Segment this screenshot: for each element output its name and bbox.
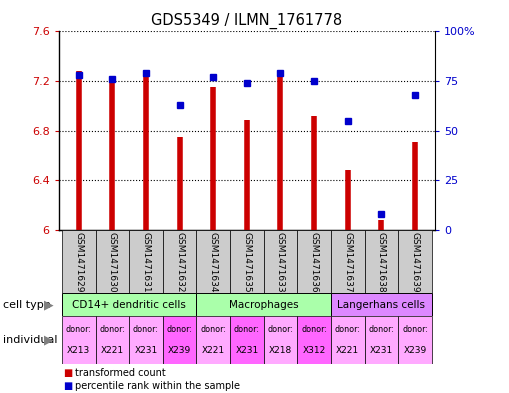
Text: GSM1471638: GSM1471638 bbox=[377, 232, 386, 292]
Bar bbox=[129, 316, 163, 364]
Bar bbox=[230, 230, 264, 293]
Bar bbox=[62, 316, 96, 364]
Bar bbox=[297, 230, 331, 293]
Text: X231: X231 bbox=[134, 346, 158, 355]
Text: X231: X231 bbox=[235, 346, 259, 355]
Text: ▶: ▶ bbox=[44, 298, 53, 311]
Text: donor:: donor: bbox=[99, 325, 125, 334]
Text: GSM1471633: GSM1471633 bbox=[276, 232, 285, 292]
Text: GSM1471636: GSM1471636 bbox=[309, 232, 319, 292]
Text: donor:: donor: bbox=[335, 325, 361, 334]
Text: CD14+ dendritic cells: CD14+ dendritic cells bbox=[72, 299, 186, 310]
Text: GSM1471639: GSM1471639 bbox=[411, 232, 419, 292]
Bar bbox=[96, 316, 129, 364]
Text: GSM1471635: GSM1471635 bbox=[242, 232, 251, 292]
Text: cell type: cell type bbox=[3, 299, 50, 310]
Text: donor:: donor: bbox=[301, 325, 327, 334]
Bar bbox=[196, 293, 331, 316]
Text: ▶: ▶ bbox=[44, 333, 53, 347]
Text: ■: ■ bbox=[64, 381, 73, 391]
Text: transformed count: transformed count bbox=[75, 368, 165, 378]
Text: Macrophages: Macrophages bbox=[229, 299, 298, 310]
Bar bbox=[264, 316, 297, 364]
Bar bbox=[331, 316, 364, 364]
Text: GSM1471629: GSM1471629 bbox=[74, 232, 83, 292]
Text: donor:: donor: bbox=[234, 325, 260, 334]
Bar bbox=[364, 316, 398, 364]
Bar bbox=[163, 316, 196, 364]
Text: X231: X231 bbox=[370, 346, 393, 355]
Text: X239: X239 bbox=[404, 346, 427, 355]
Text: GSM1471637: GSM1471637 bbox=[343, 232, 352, 292]
Text: X221: X221 bbox=[101, 346, 124, 355]
Bar bbox=[364, 230, 398, 293]
Text: X218: X218 bbox=[269, 346, 292, 355]
Text: donor:: donor: bbox=[268, 325, 294, 334]
Bar bbox=[297, 316, 331, 364]
Text: GSM1471631: GSM1471631 bbox=[142, 232, 151, 292]
Bar bbox=[196, 316, 230, 364]
Text: donor:: donor: bbox=[402, 325, 428, 334]
Bar bbox=[129, 230, 163, 293]
Bar bbox=[398, 316, 432, 364]
Bar bbox=[230, 316, 264, 364]
Bar bbox=[62, 230, 96, 293]
Text: X221: X221 bbox=[336, 346, 359, 355]
Bar bbox=[331, 230, 364, 293]
Title: GDS5349 / ILMN_1761778: GDS5349 / ILMN_1761778 bbox=[151, 13, 343, 29]
Text: X239: X239 bbox=[168, 346, 191, 355]
Text: X312: X312 bbox=[302, 346, 326, 355]
Text: donor:: donor: bbox=[369, 325, 394, 334]
Bar bbox=[163, 230, 196, 293]
Text: GSM1471634: GSM1471634 bbox=[209, 232, 218, 292]
Bar bbox=[398, 230, 432, 293]
Text: ■: ■ bbox=[64, 368, 73, 378]
Text: GSM1471632: GSM1471632 bbox=[175, 232, 184, 292]
Text: Langerhans cells: Langerhans cells bbox=[337, 299, 426, 310]
Bar bbox=[196, 230, 230, 293]
Text: donor:: donor: bbox=[166, 325, 192, 334]
Bar bbox=[331, 293, 432, 316]
Text: individual: individual bbox=[3, 335, 57, 345]
Text: X213: X213 bbox=[67, 346, 90, 355]
Text: donor:: donor: bbox=[200, 325, 226, 334]
Text: donor:: donor: bbox=[133, 325, 159, 334]
Text: GSM1471630: GSM1471630 bbox=[108, 232, 117, 292]
Bar bbox=[264, 230, 297, 293]
Text: X221: X221 bbox=[202, 346, 225, 355]
Bar bbox=[62, 293, 196, 316]
Text: percentile rank within the sample: percentile rank within the sample bbox=[75, 381, 240, 391]
Text: donor:: donor: bbox=[66, 325, 92, 334]
Bar bbox=[96, 230, 129, 293]
